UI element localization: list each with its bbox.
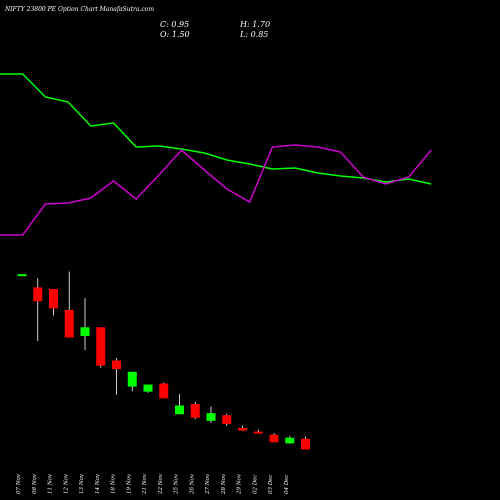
candle-body	[222, 415, 232, 424]
candle-body	[175, 405, 184, 415]
x-tick-label: 14 Nov	[95, 473, 101, 494]
low-value: 0.85	[250, 30, 269, 39]
candle-body	[301, 438, 310, 450]
x-tick-label: 26 Nov	[189, 473, 195, 495]
magenta-line-series	[0, 144, 432, 236]
candle-body	[143, 384, 153, 392]
candle-body	[206, 413, 216, 421]
candle-body	[127, 371, 137, 387]
x-tick-label: 29 Nov	[237, 473, 243, 495]
candle-body	[64, 309, 74, 338]
candle-body	[80, 327, 90, 336]
x-tick-label: 04 Dec	[284, 475, 290, 495]
x-tick-label: 03 Dec	[268, 475, 274, 495]
close-value: 0.95	[171, 20, 190, 29]
low-label: L:	[240, 30, 249, 39]
open-value: 1.50	[171, 30, 190, 39]
x-tick-label: 02 Dec	[252, 475, 258, 495]
x-tick-label: 28 Nov	[221, 473, 227, 495]
x-axis-ticks: 07 Nov 08 Nov 11 Nov 12 Nov 13 Nov 14 Nov 18 N…	[16, 473, 290, 495]
x-tick-label: 11 Nov	[48, 473, 54, 494]
candle-body	[190, 403, 200, 418]
candle-body	[253, 431, 263, 434]
x-tick-label: 27 Nov	[205, 473, 211, 495]
candle-body	[285, 437, 295, 444]
candle-body	[112, 360, 121, 370]
chart-title: NIFTY 23800 PE Option Chart ManafaSutra.…	[5, 6, 155, 13]
candle-body	[49, 288, 58, 309]
x-tick-label: 18 Nov	[111, 473, 117, 494]
close-label: C:	[160, 20, 169, 29]
x-tick-label: 19 Nov	[126, 473, 132, 494]
high-value: 1.70	[252, 20, 271, 29]
candle-body	[33, 287, 43, 302]
x-tick-label: 08 Nov	[32, 473, 38, 494]
x-tick-label: 22 Nov	[158, 473, 164, 495]
x-tick-label: 13 Nov	[79, 473, 85, 494]
close-readout: C: 0.95	[160, 20, 189, 29]
candles-group	[17, 271, 310, 450]
open-label: O:	[160, 30, 170, 39]
x-tick-label: 07 Nov	[16, 473, 22, 494]
candle-body	[238, 427, 247, 431]
candle-body	[269, 434, 279, 443]
green-line-series	[0, 73, 432, 185]
x-tick-label: 12 Nov	[63, 473, 69, 494]
high-readout: H: 1.70	[240, 20, 270, 29]
candle-body	[17, 274, 27, 277]
indicator-lines	[0, 73, 432, 236]
high-label: H:	[240, 20, 250, 29]
x-tick-label: 21 Nov	[142, 473, 148, 495]
open-readout: O: 1.50	[160, 30, 190, 39]
x-tick-label: 25 Nov	[174, 473, 180, 495]
candle-body	[96, 327, 106, 366]
candle-body	[159, 383, 169, 399]
low-readout: L: 0.85	[240, 30, 268, 39]
